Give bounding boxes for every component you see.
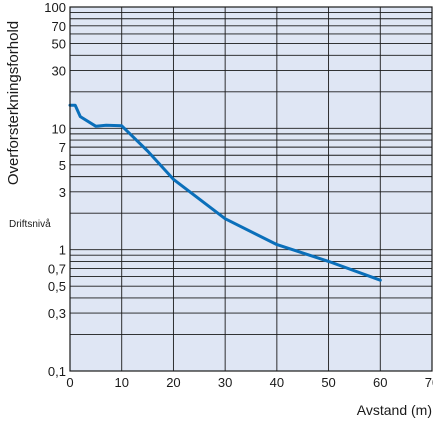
y-tick-label: 0,1 (48, 364, 66, 379)
x-tick-label: 20 (166, 375, 180, 390)
y-tick-label: 50 (52, 37, 66, 52)
plot-area (70, 7, 432, 371)
y-tick-label: 3 (59, 185, 66, 200)
y-tick-label: 0,5 (48, 279, 66, 294)
x-tick-label: 10 (114, 375, 128, 390)
y-tick-label: 100 (44, 0, 66, 15)
y-tick-labels: 0,1 0,3 0,5 0,7 1 3 5 7 10 30 50 70 100 (44, 0, 66, 379)
x-tick-label: 30 (218, 375, 232, 390)
y-tick-label: 10 (52, 121, 66, 136)
driftsniva-annotation: Driftsnivå (9, 218, 51, 230)
x-tick-labels: 0 10 20 30 40 50 60 70 (66, 375, 433, 390)
x-tick-label: 70 (425, 375, 433, 390)
plot-border (69, 6, 433, 372)
y-tick-label: 0,7 (48, 261, 66, 276)
y-tick-label: 7 (59, 140, 66, 155)
y-tick-label: 1 (59, 243, 66, 258)
y-axis-label: Overforsterkningsforhold (5, 21, 22, 185)
x-tick-label: 50 (321, 375, 335, 390)
x-tick-label: 60 (373, 375, 387, 390)
y-tick-label: 0,3 (48, 306, 66, 321)
y-tick-label: 5 (59, 158, 66, 173)
x-tick-label: 0 (66, 375, 73, 390)
y-tick-label: 30 (52, 63, 66, 78)
x-tick-label: 40 (270, 375, 284, 390)
series-line (68, 103, 382, 282)
x-axis-label: Avstand (m) (357, 402, 432, 418)
y-tick-label: 70 (52, 19, 66, 34)
